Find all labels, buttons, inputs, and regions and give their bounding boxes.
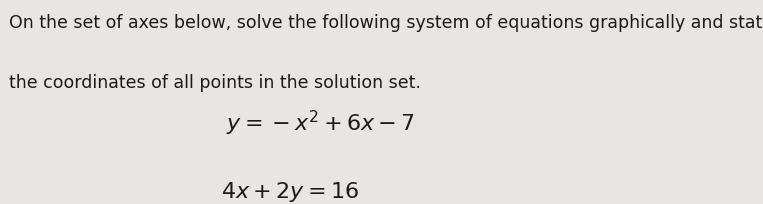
Text: $4x + 2y = 16$: $4x + 2y = 16$ xyxy=(221,180,359,203)
Text: On the set of axes below, solve the following system of equations graphically an: On the set of axes below, solve the foll… xyxy=(9,14,763,32)
Text: the coordinates of all points in the solution set.: the coordinates of all points in the sol… xyxy=(9,73,421,91)
Text: $y = -x^{2} + 6x - 7$: $y = -x^{2} + 6x - 7$ xyxy=(226,108,415,137)
